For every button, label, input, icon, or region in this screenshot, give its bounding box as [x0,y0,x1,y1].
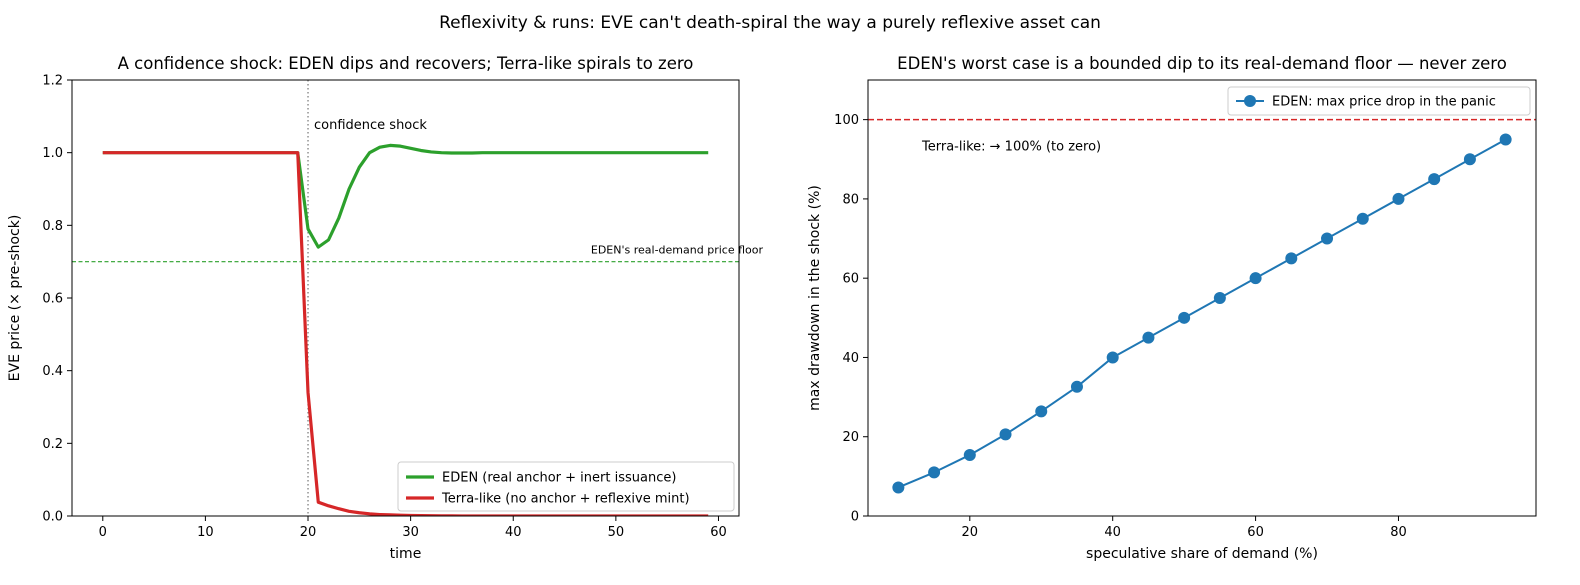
y-tick-label: 100 [834,113,859,128]
x-tick-label: 40 [505,525,522,540]
drawdown-point [963,448,976,461]
plot-area [868,118,1536,494]
legend-label: Terra-like (no anchor + reflexive mint) [441,492,690,507]
legend-label: EDEN (real anchor + inert issuance) [442,471,676,486]
x-axis-label: speculative share of demand (%) [1086,546,1318,562]
y-tick-label: 0.8 [42,219,63,234]
drawdown-point [1035,405,1048,418]
y-axis-label: max drawdown in the shock (%) [807,185,823,411]
terra-reference-label: Terra-like: → 100% (to zero) [921,140,1101,155]
drawdown-point [1463,153,1476,166]
y-tick-label: 1.2 [42,74,63,89]
x-tick-label: 60 [1247,525,1264,540]
drawdown-line [897,138,1507,489]
drawdown-point [1499,133,1512,146]
figure-suptitle: Reflexivity & runs: EVE can't death-spir… [439,13,1101,33]
drawdown-point [1213,292,1226,304]
legend-box [1227,86,1531,116]
chart-title: A confidence shock: EDEN dips and recove… [118,54,694,73]
drawdown-point [1321,232,1334,245]
y-tick-label: 80 [842,192,859,207]
drawdown-point [1356,212,1369,225]
y-axis-label: EVE price (× pre-shock) [7,215,23,382]
y-tick-label: 0.0 [42,510,63,525]
chart-title: EDEN's worst case is a bounded dip to it… [897,54,1507,73]
y-tick-label: 0.2 [42,437,63,452]
shock-marker-label: confidence shock [314,118,427,133]
drawdown-point [1428,173,1441,186]
drawdown-point [1392,192,1405,205]
axes-frame [867,79,1537,517]
drawdown-point [1106,351,1119,364]
axes-frame [71,79,740,517]
x-tick-label: 20 [962,525,979,540]
price-floor-label: EDEN's real-demand price floor [591,244,764,257]
eden-price-line [102,143,709,249]
terra-price-line [102,151,709,516]
drawdown-point [1285,252,1298,265]
drawdown-point [999,428,1012,441]
drawdown-point [892,481,905,494]
y-tick-label: 40 [842,351,859,366]
legend-label: EDEN: max price drop in the panic [1272,95,1496,110]
x-tick-label: 60 [710,525,727,540]
y-tick-label: 0.6 [42,292,63,307]
x-tick-label: 40 [1104,525,1121,540]
left-panel: A confidence shock: EDEN dips and recove… [7,54,763,562]
legend-box [397,461,735,512]
right-panel: EDEN's worst case is a bounded dip to it… [807,54,1537,562]
drawdown-point [1178,311,1191,324]
y-tick-label: 20 [842,430,859,445]
x-tick-label: 20 [300,525,317,540]
y-tick-label: 0.4 [42,364,63,379]
x-tick-label: 0 [99,525,107,540]
drawdown-point [928,466,941,479]
y-tick-label: 60 [842,272,859,287]
legend-marker [1244,95,1256,107]
drawdown-point [1249,272,1262,285]
drawdown-point [1070,380,1083,393]
y-tick-label: 0 [851,510,859,525]
x-tick-label: 50 [608,525,625,540]
y-tick-label: 1.0 [42,146,63,161]
plot-area [72,80,739,516]
x-tick-label: 10 [197,525,214,540]
drawdown-point [1142,331,1155,344]
x-axis-label: time [390,546,422,562]
x-tick-label: 80 [1390,525,1407,540]
x-tick-label: 30 [402,525,419,540]
